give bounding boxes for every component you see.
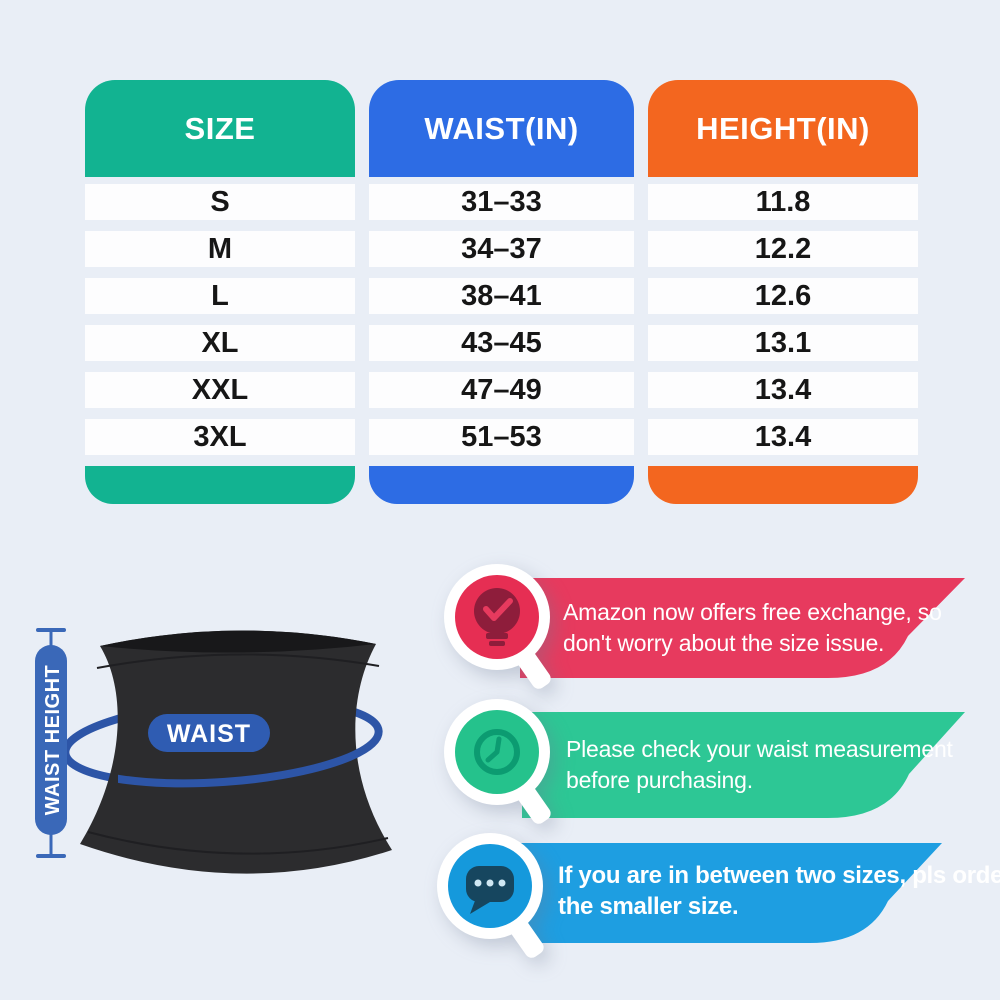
waist-cell: 31–33 — [369, 184, 634, 220]
between-sizes-banner — [520, 843, 942, 943]
clock-icon — [444, 699, 551, 824]
waist-cell: 43–45 — [369, 325, 634, 361]
waist-cell: 47–49 — [369, 372, 634, 408]
check-measurement-text: Please check your waist measurement befo… — [566, 736, 953, 793]
column-size: SIZE S M L XL XXL 3XL — [85, 80, 355, 504]
size-chart-table: SIZE S M L XL XXL 3XL WAIST(IN) 31–33 34… — [85, 80, 918, 504]
waist-height-label: WAIST HEIGHT — [42, 665, 64, 815]
lightbulb-check-icon — [444, 564, 551, 689]
height-cell: 12.6 — [648, 278, 918, 314]
height-cell: 11.8 — [648, 184, 918, 220]
waist-column-footer — [369, 466, 634, 504]
waist-cell: 38–41 — [369, 278, 634, 314]
size-cell: S — [85, 184, 355, 220]
waist-trainer-diagram: WAIST WAIST HEIGHT — [35, 628, 392, 874]
between-sizes-text: If you are in between two sizes, pls ord… — [558, 862, 1000, 920]
free-exchange-banner — [520, 578, 965, 678]
free-exchange-text: Amazon now offers free exchange, so don'… — [563, 599, 942, 656]
garment-bottom-seam — [87, 831, 389, 855]
height-cell: 13.1 — [648, 325, 918, 361]
height-cell: 13.4 — [648, 372, 918, 408]
height-column-header: HEIGHT(IN) — [648, 80, 918, 177]
column-waist: WAIST(IN) 31–33 34–37 38–41 43–45 47–49 … — [369, 80, 634, 504]
height-column-footer — [648, 466, 918, 504]
size-cell: L — [85, 278, 355, 314]
size-cell: XXL — [85, 372, 355, 408]
size-column-footer — [85, 466, 355, 504]
height-cell: 13.4 — [648, 419, 918, 455]
garment-top-rim — [100, 630, 376, 653]
waist-label: WAIST — [167, 720, 251, 748]
garment-top-seam — [96, 653, 380, 669]
chat-dots-icon — [437, 833, 544, 958]
size-column-header: SIZE — [85, 80, 355, 177]
waist-measure-ellipse-front — [118, 742, 358, 788]
waist-height-pill — [35, 645, 67, 835]
height-cell: 12.2 — [648, 231, 918, 267]
column-height: HEIGHT(IN) 11.8 12.2 12.6 13.1 13.4 13.4 — [648, 80, 918, 504]
size-cell: XL — [85, 325, 355, 361]
waist-cell: 51–53 — [369, 419, 634, 455]
waist-column-header: WAIST(IN) — [369, 80, 634, 177]
size-cell: 3XL — [85, 419, 355, 455]
check-measurement-banner — [522, 712, 965, 818]
waist-cell: 34–37 — [369, 231, 634, 267]
waist-trainer-garment — [80, 630, 392, 874]
size-cell: M — [85, 231, 355, 267]
waist-label-pill — [148, 714, 270, 752]
